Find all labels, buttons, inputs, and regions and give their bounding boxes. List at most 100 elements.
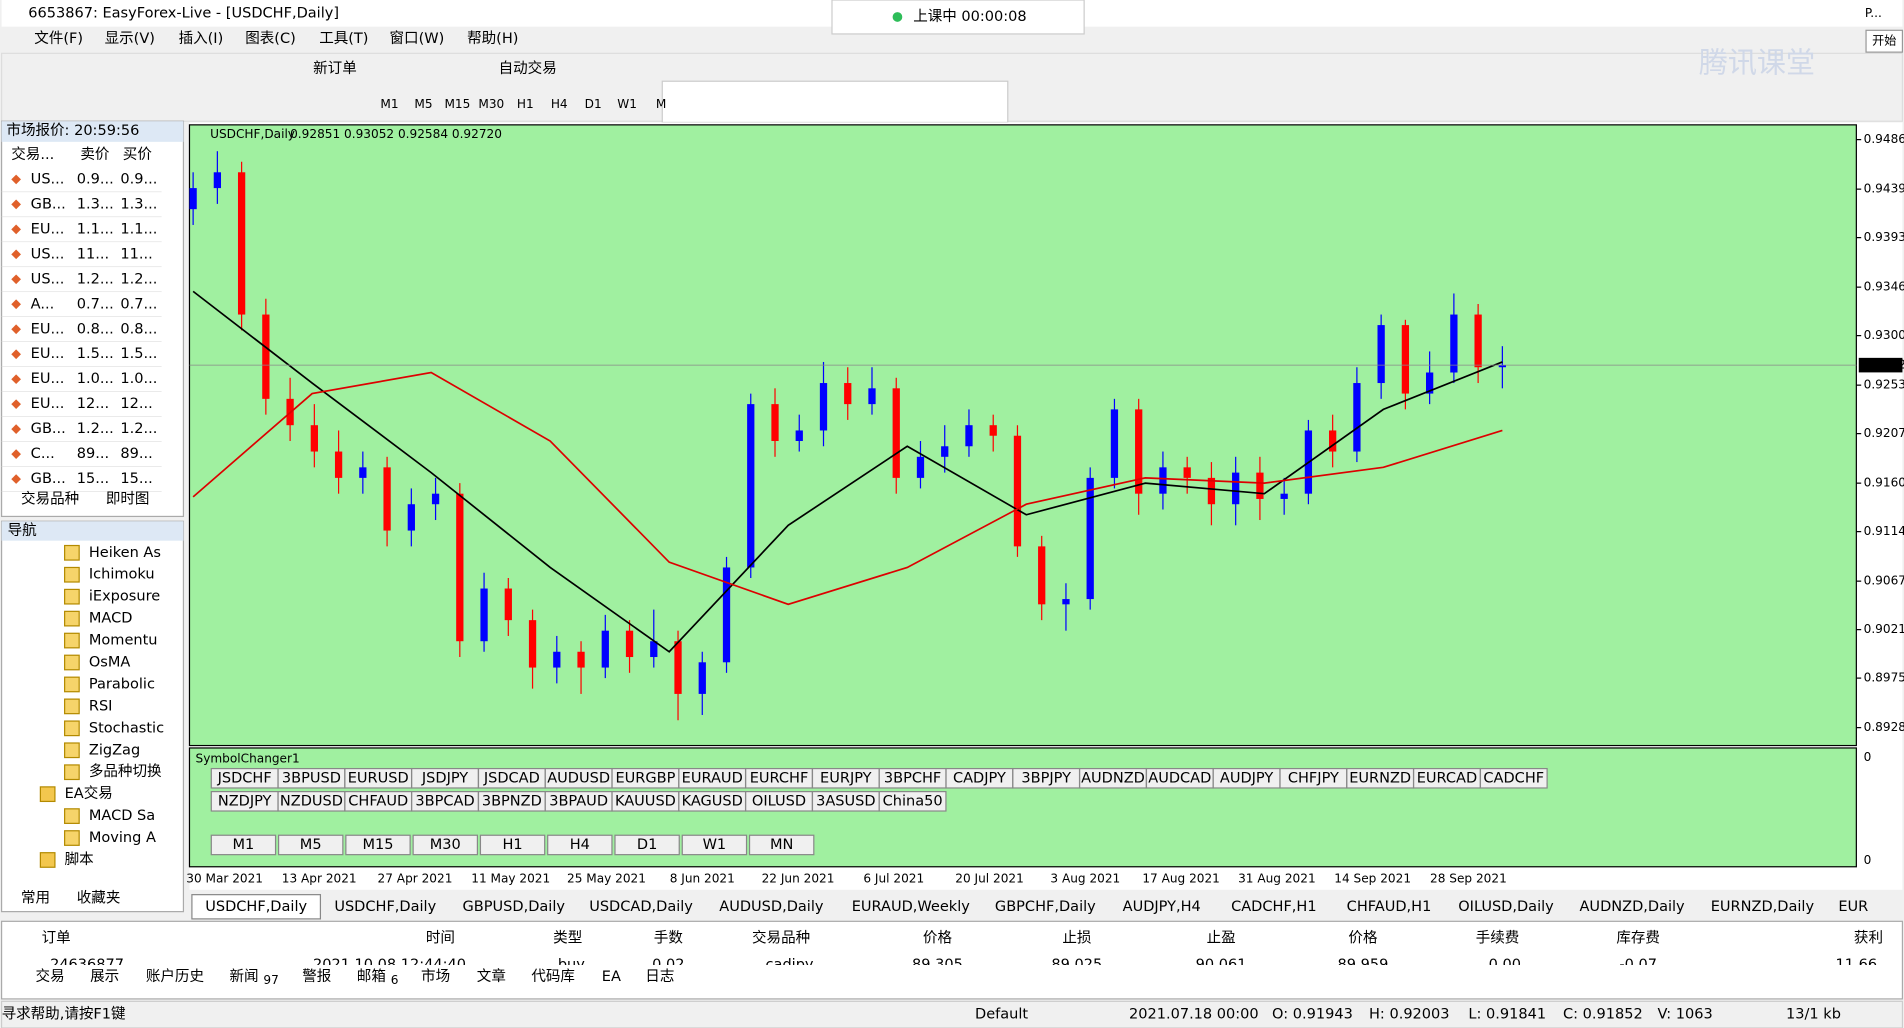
symbol-button-label[interactable]: JSDCHF	[217, 770, 272, 786]
terminal-tab[interactable]: 日志	[645, 968, 674, 985]
quote-cell[interactable]: 0.9...	[120, 171, 157, 187]
symbol-button-label[interactable]: CADJPY	[953, 770, 1006, 786]
quote-cell[interactable]: 12...	[77, 396, 109, 412]
symbol-button-label[interactable]: JSDCAD	[483, 770, 540, 786]
navigator-item[interactable]: Parabolic	[89, 676, 155, 692]
timeframe-button-label[interactable]: W1	[703, 837, 727, 853]
quote-cell[interactable]: 1.0...	[77, 371, 114, 387]
timeframe-button[interactable]	[547, 834, 613, 856]
quote-cell[interactable]: 11...	[120, 246, 152, 262]
quote-cell[interactable]: GB...	[31, 471, 66, 487]
chart-tab[interactable]: CADCHF,H1	[1231, 899, 1317, 915]
quote-cell[interactable]: 1.1...	[77, 221, 114, 237]
quote-cell[interactable]: 1.2...	[120, 271, 157, 287]
timeframe-button[interactable]: H4	[551, 97, 568, 111]
timeframe-button[interactable]	[614, 834, 680, 856]
menu-item[interactable]: 插入(I)	[179, 30, 224, 47]
quote-cell[interactable]: 0.8...	[77, 321, 114, 337]
chart-tab[interactable]: OILUSD,Daily	[1458, 899, 1554, 915]
timeframe-button[interactable]	[681, 834, 748, 856]
chart-tab[interactable]: USDCAD,Daily	[589, 899, 693, 915]
quote-cell[interactable]: 89...	[77, 446, 109, 462]
timeframe-button-label[interactable]: M5	[300, 837, 322, 853]
symbol-button-label[interactable]: 3BPAUD	[549, 793, 608, 809]
quote-cell[interactable]: 89...	[120, 446, 152, 462]
menu-item[interactable]: 文件(F)	[34, 30, 83, 47]
terminal-tab[interactable]: EA	[602, 969, 621, 985]
quote-cell[interactable]: A...	[31, 296, 55, 312]
quote-cell[interactable]: 15...	[120, 471, 152, 487]
terminal-tab[interactable]: 文章	[477, 967, 506, 985]
quote-cell[interactable]: 0.7...	[120, 296, 157, 312]
quote-cell[interactable]: 1.5...	[120, 346, 157, 362]
terminal-tab[interactable]: 代码库	[531, 968, 575, 985]
navigator-item[interactable]: Momentu	[89, 633, 158, 649]
quote-cell[interactable]: GB...	[31, 196, 66, 212]
panel-tab[interactable]: 交易品种	[21, 489, 79, 507]
symbol-button-label[interactable]: 3ASUSD	[816, 793, 875, 809]
chart-tab[interactable]: EURNZD,Daily	[1711, 899, 1815, 915]
timeframe-button[interactable]: H1	[517, 97, 534, 111]
menu-item[interactable]: 窗口(W)	[390, 29, 445, 47]
timeframe-button-label[interactable]: M30	[430, 837, 461, 853]
timeframe-button-label[interactable]: M1	[233, 837, 255, 853]
quote-cell[interactable]: EU...	[31, 396, 65, 412]
timeframe-button[interactable]	[479, 834, 546, 856]
navigator-item[interactable]: iExposure	[89, 589, 160, 605]
start-button-label[interactable]: 开始	[1872, 34, 1896, 48]
menu-item[interactable]: 显示(V)	[105, 31, 155, 47]
panel-tab[interactable]: 即时图	[106, 490, 150, 507]
symbol-button-label[interactable]: EURCHF	[750, 770, 809, 786]
terminal-tab[interactable]: 市场	[421, 968, 450, 985]
timeframe-button-label[interactable]: H4	[570, 837, 590, 853]
navigator-item[interactable]: Stochastic	[89, 720, 164, 736]
terminal-tab[interactable]: 邮箱	[357, 968, 386, 985]
terminal-tab[interactable]: 警报	[302, 968, 331, 985]
quote-cell[interactable]: 1.3...	[120, 196, 157, 212]
timeframe-button[interactable]: D1	[585, 97, 602, 111]
symbol-button[interactable]	[878, 791, 947, 812]
symbol-button-label[interactable]: KAGUSD	[682, 793, 743, 809]
quote-cell[interactable]: EU...	[31, 371, 65, 387]
chart-tab[interactable]: EURAUD,Weekly	[852, 899, 971, 915]
navigator-item[interactable]: MACD Sa	[89, 808, 155, 824]
timeframe-button[interactable]	[277, 834, 344, 856]
quote-cell[interactable]: C...	[31, 446, 55, 462]
quote-cell[interactable]: 0.9...	[77, 171, 114, 187]
chart-tab[interactable]: CHFAUD,H1	[1347, 899, 1432, 915]
timeframe-button-label[interactable]: M15	[362, 837, 393, 853]
quote-cell[interactable]: 1.1...	[120, 221, 157, 237]
symbol-button-label[interactable]: AUDUSD	[547, 770, 610, 786]
quote-cell[interactable]: 0.8...	[120, 321, 157, 337]
symbol-button[interactable]	[1479, 767, 1548, 789]
chart-tab[interactable]: AUDUSD,Daily	[719, 899, 824, 915]
chart-tab[interactable]: GBPUSD,Daily	[463, 899, 566, 915]
chart-tab[interactable]: AUDJPY,H4	[1123, 899, 1201, 915]
timeframe-button[interactable]	[345, 834, 411, 856]
timeframe-button-label[interactable]: H1	[502, 837, 522, 853]
timeframe-button[interactable]: M	[656, 97, 666, 111]
quote-cell[interactable]: 1.3...	[77, 196, 114, 212]
timeframe-button[interactable]: M1	[380, 97, 398, 111]
symbol-button-label[interactable]: NZDJPY	[218, 793, 272, 809]
symbol-button-label[interactable]: CADCHF	[1483, 770, 1544, 786]
symbol-button-label[interactable]: 3BPJPY	[1021, 770, 1071, 786]
quote-cell[interactable]: GB...	[31, 421, 66, 437]
panel-tab[interactable]: 常用	[21, 889, 50, 906]
chart-tab[interactable]: AUDNZD,Daily	[1579, 899, 1685, 915]
symbol-button-label[interactable]: EURAUD	[682, 770, 743, 786]
symbol-button-label[interactable]: 3BPNZD	[482, 793, 542, 809]
navigator-item[interactable]: OsMA	[89, 655, 131, 671]
quote-cell[interactable]: US...	[31, 246, 65, 262]
new-order-button[interactable]: 新订单	[313, 60, 357, 77]
timeframe-button[interactable]	[412, 834, 479, 856]
timeframe-button[interactable]: M5	[414, 97, 432, 111]
symbol-button-label[interactable]: KAUUSD	[615, 793, 676, 809]
timeframe-button-label[interactable]: MN	[770, 837, 793, 853]
symbol-button-label[interactable]: 3BPUSD	[282, 770, 341, 786]
chart-tab[interactable]: USDCHF,Daily	[334, 899, 436, 915]
symbol-button-label[interactable]: China50	[883, 793, 943, 809]
symbol-button-label[interactable]: OILUSD	[752, 793, 806, 809]
terminal-tab[interactable]: 交易	[36, 967, 65, 985]
navigator-item[interactable]: Ichimoku	[89, 567, 155, 583]
